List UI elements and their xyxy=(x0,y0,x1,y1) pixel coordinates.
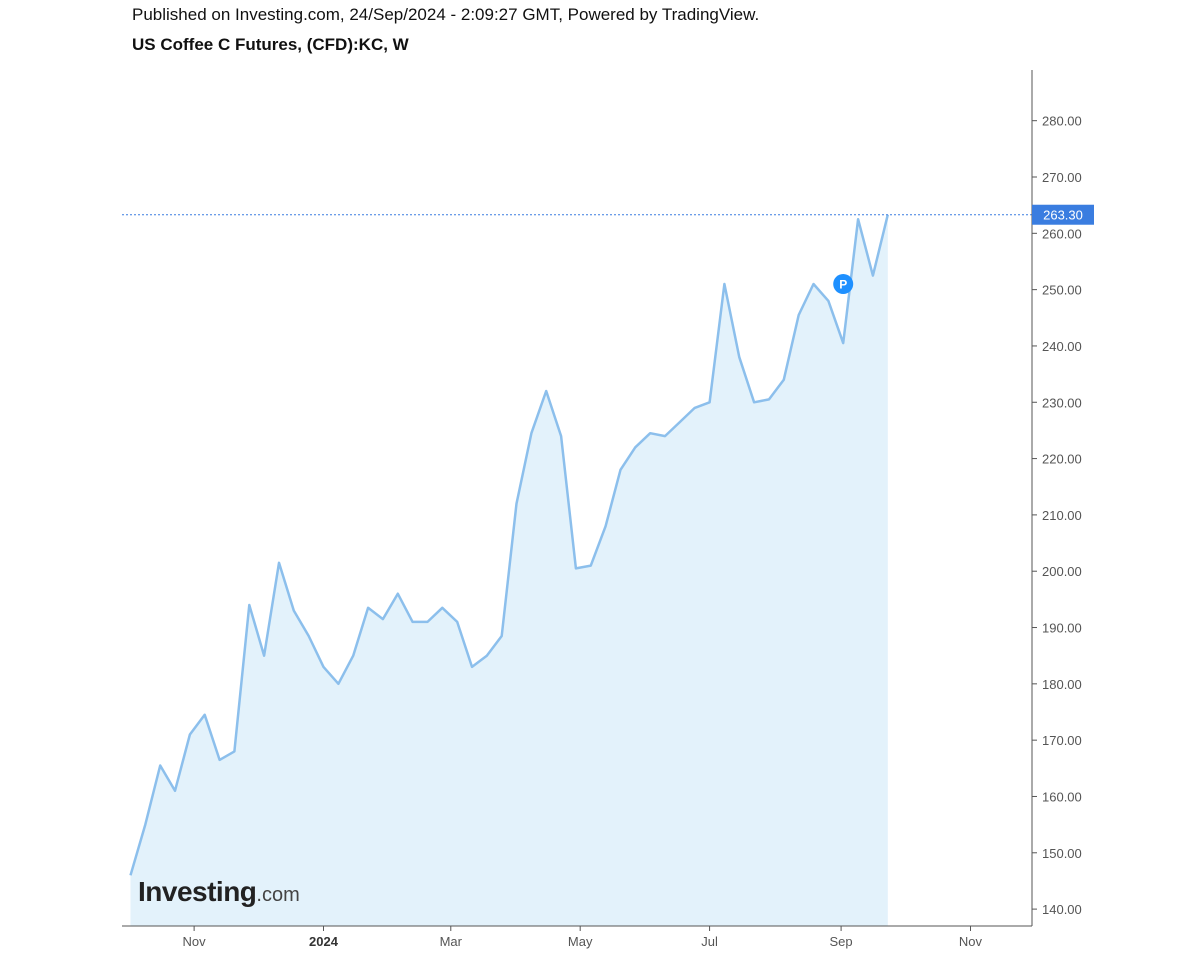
x-tick-label: Mar xyxy=(440,934,463,949)
y-tick-label: 260.00 xyxy=(1042,226,1082,241)
y-tick-label: 240.00 xyxy=(1042,339,1082,354)
y-tick-label: 270.00 xyxy=(1042,170,1082,185)
price-line xyxy=(129,214,890,876)
y-tick-label: 180.00 xyxy=(1042,677,1082,692)
investing-logo: Investing.com xyxy=(138,876,300,908)
y-tick-label: 250.00 xyxy=(1042,283,1082,298)
logo-tld: .com xyxy=(256,884,300,906)
published-info: Published on Investing.com, 24/Sep/2024 … xyxy=(132,5,760,24)
last-price-tag xyxy=(1032,204,1094,225)
y-tick-label: 190.00 xyxy=(1042,621,1082,636)
y-tick-label: 170.00 xyxy=(1042,733,1082,748)
x-tick-label: Nov xyxy=(183,934,207,949)
marker-p-badge xyxy=(833,274,854,294)
y-tick-label: 140.00 xyxy=(1042,902,1082,917)
y-tick-label: 230.00 xyxy=(1042,395,1082,410)
last-price-tag-label: 263.30 xyxy=(1043,208,1083,223)
x-tick-label: Nov xyxy=(959,934,983,949)
plot-layer: P xyxy=(122,214,1032,926)
marker-p-label: P xyxy=(839,278,847,292)
y-tick-label: 220.00 xyxy=(1042,452,1082,467)
y-tick-label: 160.00 xyxy=(1042,789,1082,804)
x-tick-label: May xyxy=(568,934,593,949)
y-tick-label: 280.00 xyxy=(1042,114,1082,129)
symbol-title: US Coffee C Futures, (CFD):KC, W xyxy=(132,35,409,54)
logo-main: Investing xyxy=(138,876,257,907)
axis-layer: 140.00 150.00 160.00 170.00 180.00 190.00 200.… xyxy=(122,70,1094,949)
y-tick-label: 200.00 xyxy=(1042,564,1082,579)
y-tick-label: 150.00 xyxy=(1042,846,1082,861)
x-tick-label: Sep xyxy=(830,934,853,949)
y-tick-label: 210.00 xyxy=(1042,508,1082,523)
x-tick-label: Jul xyxy=(701,934,718,949)
x-tick-label: 2024 xyxy=(309,934,339,949)
